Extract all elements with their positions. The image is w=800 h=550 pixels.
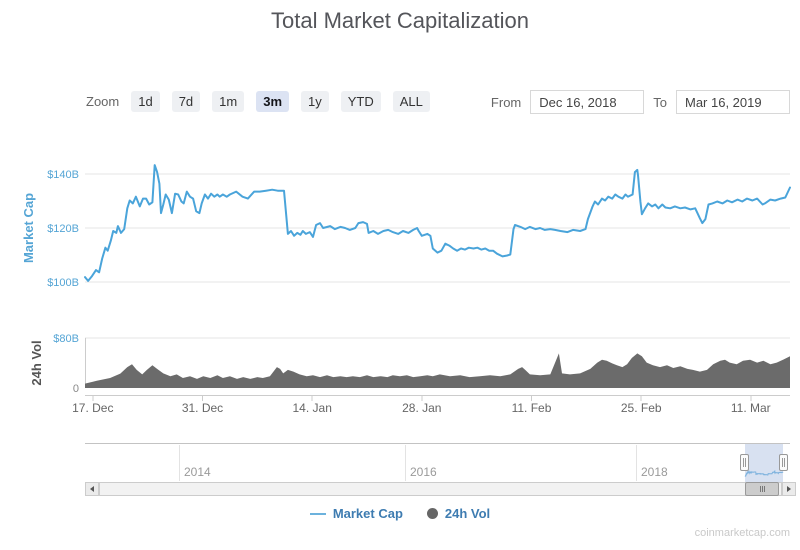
legend-item-24h-vol[interactable]: 24h Vol [426, 506, 491, 521]
zoom-3m-button[interactable]: 3m [256, 91, 290, 112]
scrollbar-left-arrow-button[interactable] [85, 482, 99, 496]
zoom-all-button[interactable]: ALL [392, 91, 430, 112]
navigator-year-label: 2018 [641, 465, 668, 479]
zoom-label: Zoom [86, 94, 120, 109]
volume-series [85, 353, 790, 388]
scrollbar[interactable] [85, 482, 796, 496]
to-date-input[interactable] [676, 90, 790, 114]
x-axis-label: 11. Mar [731, 401, 771, 415]
y-axis-label-zero: 0 [73, 383, 79, 395]
navigator-gridline-2018 [636, 445, 637, 481]
navigator-preview-series [744, 470, 784, 477]
legend: Market Cap 24h Vol [0, 506, 800, 521]
market-cap-axis-title: Market Cap [21, 193, 36, 263]
line-marker-icon [309, 512, 326, 515]
navigator-gridline-2016 [405, 445, 406, 481]
zoom-1y-button[interactable]: 1y [301, 91, 329, 112]
zoom-1d-button[interactable]: 1d [131, 91, 160, 112]
legend-label: Market Cap [332, 506, 403, 521]
y-axis-label-120b: $120B [47, 223, 79, 235]
y-axis-label-80b: $80B [53, 333, 79, 345]
to-label: To [653, 94, 667, 110]
navigator-left-handle[interactable] [740, 454, 749, 471]
navigator-right-handle[interactable] [779, 454, 788, 471]
navigator-selected-range[interactable] [745, 444, 783, 482]
from-label: From [490, 94, 522, 110]
x-axis-label: 17. Dec [72, 401, 113, 415]
navigator-year-label: 2016 [410, 465, 437, 479]
navigator[interactable]: 2014 2016 2018 [85, 443, 790, 482]
chart-plot-area[interactable]: $140B $120B $100B $80B 0 Market Cap 24h … [0, 0, 800, 430]
scrollbar-thumb[interactable] [745, 482, 779, 496]
right-arrow-icon [787, 486, 791, 492]
zoom-range-toolbar: Zoom 1d 7d 1m 3m 1y YTD ALL [86, 91, 430, 112]
x-axis-label: 28. Jan [402, 401, 441, 415]
zoom-ytd-button[interactable]: YTD [340, 91, 381, 112]
legend-item-market-cap[interactable]: Market Cap [309, 506, 403, 521]
navigator-year-label: 2014 [184, 465, 211, 479]
legend-label: 24h Vol [444, 506, 491, 521]
zoom-1m-button[interactable]: 1m [212, 91, 245, 112]
page-title: Total Market Capitalization [270, 8, 529, 33]
x-axis-label: 14. Jan [293, 401, 332, 415]
left-arrow-icon [90, 486, 94, 492]
x-axis-label: 25. Feb [621, 401, 662, 415]
volume-axis-title: 24h Vol [29, 340, 44, 385]
x-axis-label: 31. Dec [182, 401, 223, 415]
y-axis-label-100b: $100B [47, 277, 79, 289]
scrollbar-right-arrow-button[interactable] [782, 482, 796, 496]
watermark: coinmarketcap.com [694, 527, 790, 539]
x-axis-label: 11. Feb [512, 401, 552, 415]
navigator-gridline-2014 [179, 445, 180, 481]
scrollbar-track[interactable] [99, 482, 782, 496]
circle-marker-icon [426, 508, 438, 519]
market-cap-series [84, 164, 791, 282]
zoom-7d-button[interactable]: 7d [171, 91, 201, 112]
date-range-controls: From To [491, 90, 790, 114]
from-date-input[interactable] [530, 90, 645, 114]
y-axis-label-140b: $140B [47, 169, 79, 181]
